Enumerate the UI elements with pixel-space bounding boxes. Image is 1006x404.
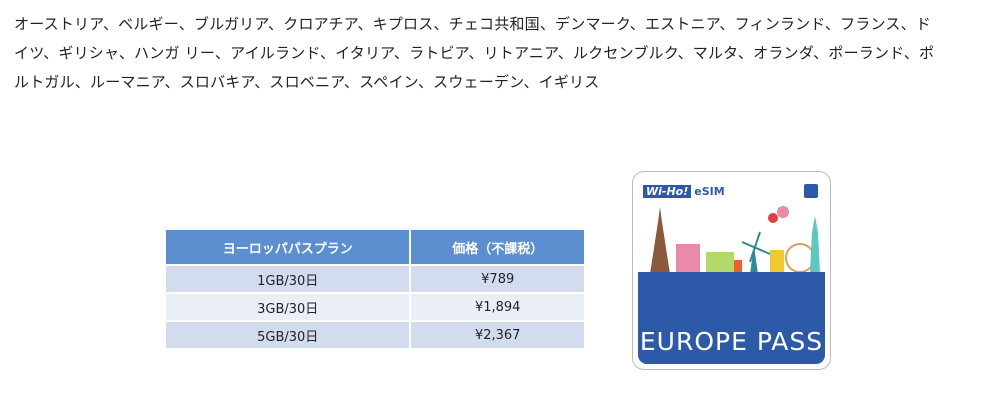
country-line: オーストリア、ベルギー、ブルガリア、クロアチア、キプロス、チェコ共和国、デンマー…	[14, 15, 932, 33]
table-header: ヨーロッパパスプラン 価格（不課税）	[166, 230, 586, 265]
table-row: 5GB/30日 ¥2,367	[166, 320, 586, 348]
blue-panel: EUROPE PASS	[638, 272, 825, 364]
wiho-logo: Wi-Ho! eSIM	[643, 185, 725, 198]
price-cell: ¥1,894	[410, 292, 586, 321]
plan-cell: 5GB/30日	[166, 320, 412, 348]
sim-chip-icon	[804, 184, 818, 198]
price-cell: ¥789	[410, 264, 586, 293]
table-row: 3GB/30日 ¥1,894	[166, 292, 586, 321]
country-line: イツ、ギリシャ、ハンガ リー、アイルランド、イタリア、ラトビア、リトアニア、ルク…	[14, 44, 935, 62]
header-plan: ヨーロッパパスプラン	[166, 230, 412, 265]
country-list: オーストリア、ベルギー、ブルガリア、クロアチア、キプロス、チェコ共和国、デンマー…	[14, 10, 999, 97]
table-row: 1GB/30日 ¥789	[166, 264, 586, 293]
country-line: ルトガル、ルーマニア、スロバキア、スロベニア、スペイン、スウェーデン、イギリス	[14, 73, 600, 91]
plan-cell: 1GB/30日	[166, 264, 412, 293]
plan-cell: 3GB/30日	[166, 292, 412, 321]
header-price: 価格（不課税）	[410, 230, 586, 265]
price-table: ヨーロッパパスプラン 価格（不課税） 1GB/30日 ¥789 3GB/30日 …	[166, 230, 586, 348]
card-title: EUROPE PASS	[639, 327, 824, 356]
price-cell: ¥2,367	[410, 320, 586, 348]
europe-landmarks-illustration	[650, 206, 820, 274]
europe-pass-card: Wi-Ho! eSIM EUROPE PASS	[632, 171, 831, 370]
